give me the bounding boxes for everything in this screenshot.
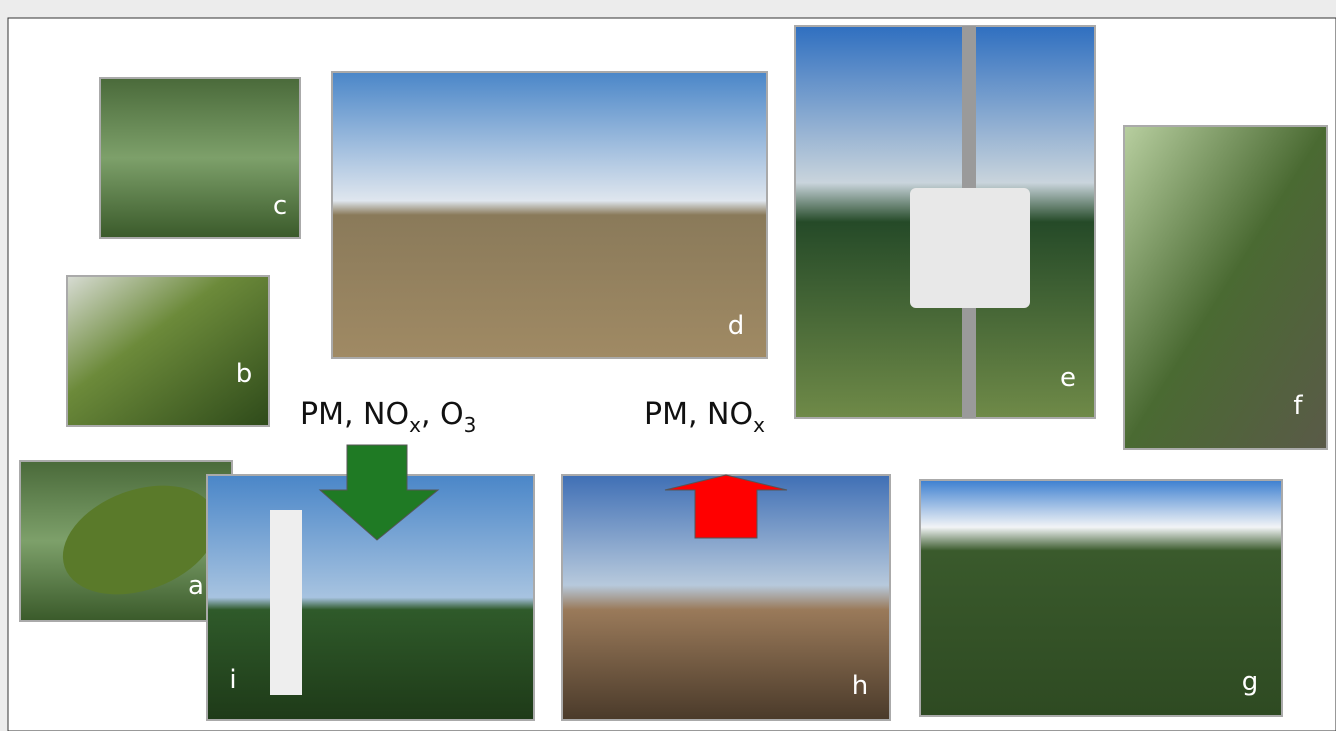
panel-label: c <box>273 191 287 221</box>
panel-label: g <box>1242 667 1259 697</box>
arrow-label: PM, NOx, O3 <box>300 397 476 437</box>
subscript: x <box>409 413 421 437</box>
figure: abcdefghiPM, NOx, O3PM, NOx <box>0 0 1336 731</box>
photo-b <box>67 276 269 426</box>
panel-label: i <box>229 665 236 695</box>
instrument <box>270 510 302 695</box>
page: abcdefghiPM, NOx, O3PM, NOx (() => { con… <box>0 0 1336 731</box>
panel-label: a <box>188 571 204 601</box>
subscript: 3 <box>464 413 477 437</box>
panel-label: h <box>852 671 868 701</box>
panel-label: e <box>1060 363 1076 393</box>
panel-label: d <box>728 311 745 341</box>
label-text: PM, NO <box>300 397 409 432</box>
photo-g <box>920 480 1282 716</box>
station-box <box>910 188 1030 308</box>
subscript: x <box>753 413 765 437</box>
panel-label: f <box>1293 391 1303 421</box>
label-text: , O <box>421 397 464 432</box>
label-text: PM, NO <box>644 397 753 432</box>
photo-d <box>332 72 767 358</box>
photo-c <box>100 78 300 238</box>
arrow-label: PM, NOx <box>644 397 765 437</box>
panel-label: b <box>236 359 253 389</box>
